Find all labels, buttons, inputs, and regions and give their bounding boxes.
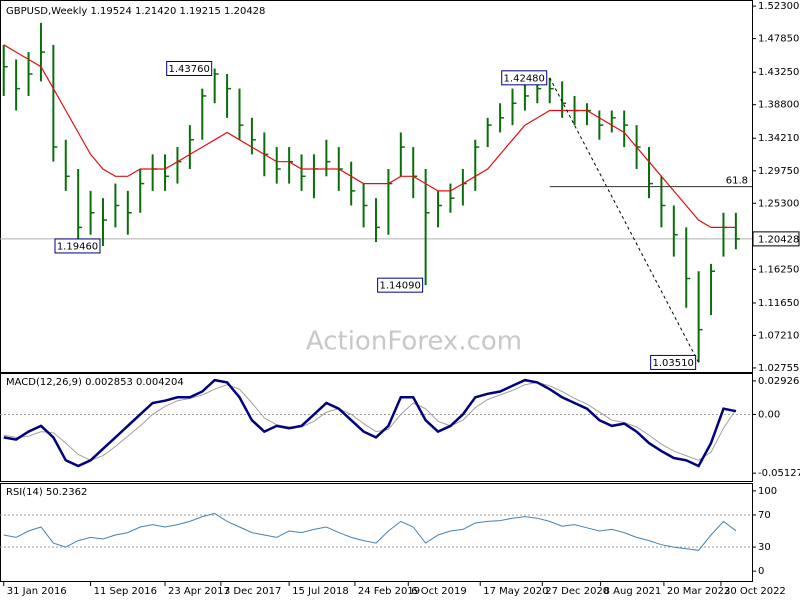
series-line: [3, 44, 736, 228]
y-tick-label: 1.11650: [758, 298, 799, 309]
price-label-box: [54, 238, 101, 254]
x-tick-label: 11 Sep 2016: [94, 586, 157, 597]
chart-title: GBPUSD,Weekly 1.19524 1.21420 1.19215 1.…: [6, 6, 265, 17]
x-tick-label: 17 May 2020: [483, 586, 548, 597]
series-line: [3, 381, 737, 461]
y-tick-label: 1.34210: [758, 133, 799, 144]
y-tick-label: 1.52300: [758, 1, 799, 12]
series-line: [3, 378, 737, 468]
current-price-label: 1.20428: [758, 234, 799, 245]
y-tick-label: 70: [758, 510, 771, 521]
macd-title: MACD(12,26,9) 0.002853 0.004204: [6, 377, 184, 388]
x-tick-label: 27 Dec 2020: [545, 586, 609, 597]
x-tick-label: 20 Mar 2022: [667, 586, 730, 597]
rsi-panel: [0, 483, 753, 582]
y-tick-label: 1.38800: [758, 100, 799, 111]
x-tick-label: 6 Oct 2019: [411, 586, 466, 597]
price-label-box: [501, 70, 548, 86]
x-tick-label: 3 Dec 2017: [224, 586, 282, 597]
y-tick-label: 0.029261: [758, 376, 800, 387]
y-tick-label: 1.16250: [758, 264, 799, 275]
fib-label: 61.8: [726, 176, 748, 187]
y-tick-label: 1.47850: [758, 34, 799, 45]
price-panel: [0, 0, 753, 373]
price-label: 1.14090: [379, 281, 420, 292]
y-tick-label: 1.02755: [758, 363, 799, 374]
y-tick-label: 1.29750: [758, 166, 799, 177]
x-tick-label: 31 Jan 2016: [7, 586, 67, 597]
y-tick-label: -0.051279: [758, 468, 800, 479]
y-tick-label: 1.43250: [758, 67, 799, 78]
x-tick-label: 15 Jul 2018: [292, 586, 349, 597]
y-tick-label: 1.25300: [758, 198, 799, 209]
x-tick-label: 24 Feb 2019: [358, 586, 420, 597]
price-label: 1.42480: [504, 73, 545, 84]
x-tick-label: 30 Oct 2022: [724, 586, 786, 597]
x-tick-label: 23 Apr 2017: [168, 586, 230, 597]
price-label: 1.19460: [57, 241, 98, 252]
price-label-box: [377, 277, 424, 293]
watermark: ActionForex.com: [306, 327, 522, 357]
series-line: [3, 512, 737, 551]
y-tick-label: 1.07210: [758, 330, 799, 341]
rsi-title: RSI(14) 50.2362: [6, 487, 87, 498]
macd-panel: [0, 373, 753, 482]
price-label: 1.03510: [652, 358, 693, 369]
price-label-box: [650, 354, 697, 370]
y-tick-label: 30: [758, 542, 771, 553]
y-tick-label: 100: [758, 486, 777, 497]
y-tick-label: 0.00: [758, 409, 780, 420]
current-price-box: [752, 231, 800, 247]
y-tick-label: 0: [758, 566, 764, 577]
x-tick-label: 8 Aug 2021: [604, 586, 662, 597]
price-label-box: [166, 60, 213, 76]
price-label: 1.43760: [169, 64, 210, 75]
